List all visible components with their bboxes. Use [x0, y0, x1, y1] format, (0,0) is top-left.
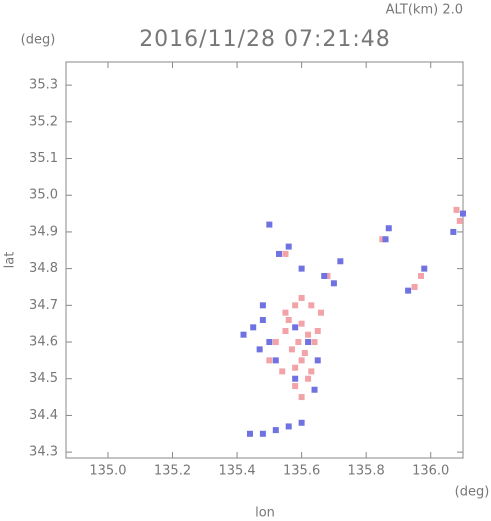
- echo-point: [314, 357, 321, 364]
- echo-point: [292, 383, 299, 390]
- y-tick-label: 35.2: [29, 114, 58, 129]
- y-tick-label: 34.7: [29, 298, 58, 313]
- y-tick-label: 35.0: [29, 188, 58, 203]
- x-tick-label: 135.8: [348, 464, 385, 479]
- echo-point: [337, 258, 344, 265]
- x-tick-label: 135.4: [218, 464, 255, 479]
- y-tick-label: 34.3: [29, 445, 58, 460]
- echo-point: [266, 339, 273, 346]
- echo-point: [305, 339, 312, 346]
- echo-point: [317, 309, 324, 316]
- echo-point: [305, 331, 312, 338]
- echo-point: [321, 272, 328, 279]
- y-unit: (deg): [21, 33, 56, 48]
- echo-point: [259, 317, 266, 324]
- echo-point: [279, 368, 286, 375]
- echo-point: [301, 350, 308, 357]
- echo-point: [276, 250, 283, 257]
- echo-point: [330, 280, 337, 287]
- echo-point: [288, 346, 295, 353]
- echo-point: [295, 339, 302, 346]
- echo-point: [285, 317, 292, 324]
- echo-point: [282, 328, 289, 335]
- echo-point: [453, 206, 460, 213]
- y-tick-label: 34.9: [29, 224, 58, 239]
- echo-point: [246, 430, 253, 437]
- echo-point: [379, 236, 386, 243]
- echo-point: [282, 309, 289, 316]
- plot-frame: [65, 61, 464, 459]
- echo-point: [285, 243, 292, 250]
- echo-point: [311, 386, 318, 393]
- echo-point: [308, 302, 315, 309]
- chart-title: 2016/11/28 07:21:48: [139, 27, 391, 52]
- y-tick-label: 34.5: [29, 371, 58, 386]
- echo-point: [418, 272, 425, 279]
- echo-point: [450, 228, 457, 235]
- echo-point: [298, 294, 305, 301]
- echo-point: [272, 339, 279, 346]
- echo-point: [385, 225, 392, 232]
- x-unit: (deg): [455, 485, 490, 500]
- altitude: ALT(km) 2.0: [386, 3, 463, 18]
- echo-point: [266, 357, 273, 364]
- echo-point: [456, 217, 463, 224]
- echo-point: [250, 324, 257, 331]
- echo-point: [298, 265, 305, 272]
- echo-point: [305, 375, 312, 382]
- y-tick-label: 34.6: [29, 335, 58, 350]
- echo-point: [259, 430, 266, 437]
- echo-point: [314, 328, 321, 335]
- x-tick-label: 136.0: [412, 464, 449, 479]
- echo-point: [292, 324, 299, 331]
- echo-point: [282, 250, 289, 257]
- echo-point: [298, 357, 305, 364]
- echo-point: [298, 394, 305, 401]
- y-tick-label: 35.1: [29, 151, 58, 166]
- x-tick-label: 135.2: [154, 464, 191, 479]
- y-tick-label: 34.8: [29, 261, 58, 276]
- echo-point: [298, 419, 305, 426]
- x-tick-label: 135.6: [283, 464, 320, 479]
- echo-point: [460, 210, 466, 217]
- echo-point: [292, 375, 299, 382]
- echo-point: [292, 302, 299, 309]
- echo-point: [266, 221, 273, 228]
- echo-point: [298, 320, 305, 327]
- echo-point: [308, 368, 315, 375]
- echo-point: [256, 346, 263, 353]
- echo-point: [382, 236, 389, 243]
- y-tick-label: 34.4: [29, 408, 58, 423]
- echo-point: [421, 265, 428, 272]
- echo-point: [259, 302, 266, 309]
- x-tick-label: 135.0: [89, 464, 126, 479]
- echo-point: [311, 339, 318, 346]
- echo-point: [411, 283, 418, 290]
- y-tick-label: 35.3: [29, 78, 58, 93]
- echo-point: [292, 364, 299, 371]
- echo-point: [240, 331, 247, 338]
- x-axis-label: lon: [255, 506, 275, 521]
- echo-point: [324, 272, 331, 279]
- y-axis-label: lat: [3, 252, 18, 269]
- echo-point: [405, 287, 412, 294]
- echo-point: [285, 423, 292, 430]
- echo-point: [272, 357, 279, 364]
- echo-point: [272, 427, 279, 434]
